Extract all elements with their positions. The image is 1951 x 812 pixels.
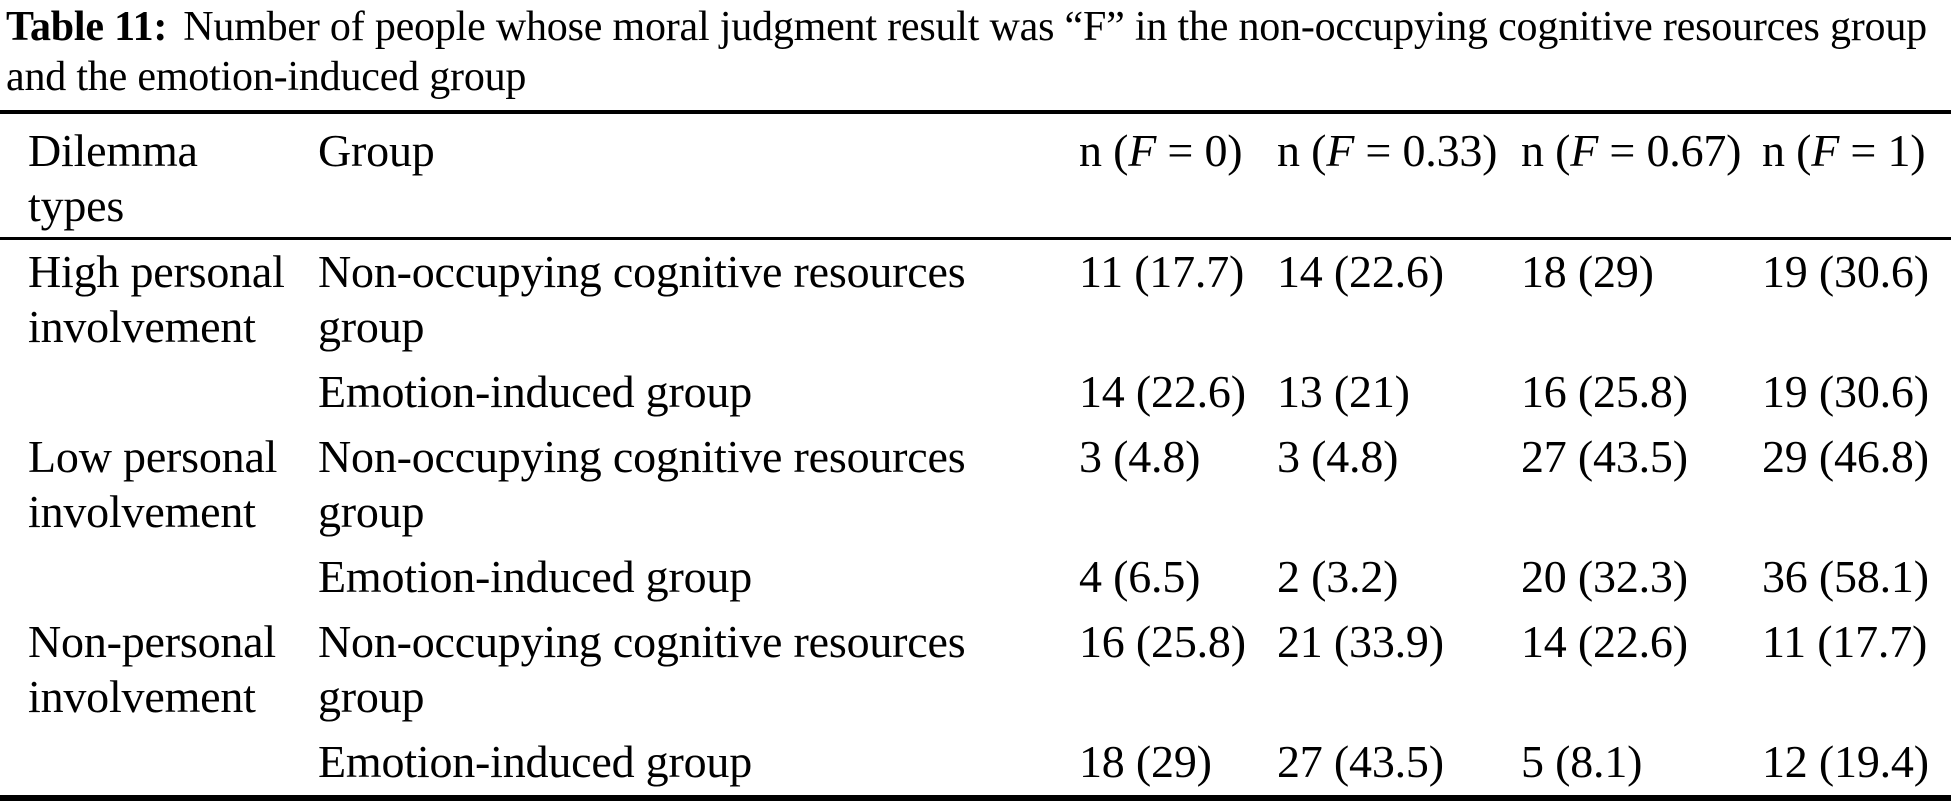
table-caption-text: Number of people whose moral judgment re… xyxy=(6,4,1927,100)
value-cell: 19 (30.6) xyxy=(1762,366,1929,417)
header-text-part: n ( xyxy=(1277,125,1327,176)
dilemma-cell: High personal involvement xyxy=(28,246,285,352)
value-cell: 14 (22.6) xyxy=(1521,616,1688,667)
header-group: Group xyxy=(318,125,435,176)
value-cell: 11 (17.7) xyxy=(1079,246,1245,297)
header-n-f033: n (F = 0.33) xyxy=(1277,112,1521,239)
group-cell: Emotion-induced group xyxy=(318,366,752,417)
value-cell: 3 (4.8) xyxy=(1277,431,1399,482)
group-cell: Emotion-induced group xyxy=(318,551,752,602)
header-n-f1: n (F = 1) xyxy=(1762,112,1951,239)
group-cell: Emotion-induced group xyxy=(318,736,752,787)
f-symbol: F xyxy=(1128,125,1157,176)
value-cell: 16 (25.8) xyxy=(1079,616,1246,667)
table-row: Emotion-induced group 4 (6.5) 2 (3.2) 20… xyxy=(0,545,1951,610)
group-cell: Non-occupying cognitive resources group xyxy=(318,246,966,352)
header-text-part: = 1) xyxy=(1839,125,1926,176)
table-caption: Table 11: Number of people whose moral ju… xyxy=(0,2,1951,102)
value-cell: 3 (4.8) xyxy=(1079,431,1201,482)
value-cell: 20 (32.3) xyxy=(1521,551,1688,602)
value-cell: 29 (46.8) xyxy=(1762,431,1929,482)
value-cell: 36 (58.1) xyxy=(1762,551,1929,602)
value-cell: 12 (19.4) xyxy=(1762,736,1929,787)
header-text-part: = 0.33) xyxy=(1354,125,1498,176)
header-text-part: = 0) xyxy=(1156,125,1243,176)
value-cell: 13 (21) xyxy=(1277,366,1410,417)
data-table: Dilemma types Group n (F = 0) n (F = 0.3… xyxy=(0,110,1951,801)
table-number-label: Table 11: xyxy=(6,4,168,50)
f-symbol: F xyxy=(1811,125,1840,176)
value-cell: 5 (8.1) xyxy=(1521,736,1643,787)
value-cell: 14 (22.6) xyxy=(1079,366,1246,417)
header-dilemma-types: Dilemma types xyxy=(28,125,198,231)
value-cell: 11 (17.7) xyxy=(1762,616,1928,667)
value-cell: 19 (30.6) xyxy=(1762,246,1929,297)
value-cell: 4 (6.5) xyxy=(1079,551,1201,602)
group-cell: Non-occupying cognitive resources group xyxy=(318,431,966,537)
value-cell: 27 (43.5) xyxy=(1277,736,1444,787)
table-row: Non-personal involvement Non-occupying c… xyxy=(0,610,1951,730)
table-row: Emotion-induced group 18 (29) 27 (43.5) … xyxy=(0,730,1951,798)
value-cell: 21 (33.9) xyxy=(1277,616,1444,667)
header-text-part: n ( xyxy=(1079,125,1129,176)
value-cell: 18 (29) xyxy=(1521,246,1654,297)
value-cell: 16 (25.8) xyxy=(1521,366,1688,417)
table-row: Emotion-induced group 14 (22.6) 13 (21) … xyxy=(0,360,1951,425)
value-cell: 14 (22.6) xyxy=(1277,246,1444,297)
header-row: Dilemma types Group n (F = 0) n (F = 0.3… xyxy=(0,112,1951,239)
f-symbol: F xyxy=(1326,125,1355,176)
f-symbol: F xyxy=(1570,125,1599,176)
value-cell: 27 (43.5) xyxy=(1521,431,1688,482)
value-cell: 2 (3.2) xyxy=(1277,551,1399,602)
table-row: Low personal involvement Non-occupying c… xyxy=(0,425,1951,545)
header-text-part: n ( xyxy=(1521,125,1571,176)
dilemma-cell: Non-personal involvement xyxy=(28,616,276,722)
header-n-f0: n (F = 0) xyxy=(1079,112,1277,239)
value-cell: 18 (29) xyxy=(1079,736,1212,787)
header-text-part: n ( xyxy=(1762,125,1812,176)
table-row: High personal involvement Non-occupying … xyxy=(0,239,1951,361)
header-n-f067: n (F = 0.67) xyxy=(1521,112,1762,239)
dilemma-cell: Low personal involvement xyxy=(28,431,278,537)
group-cell: Non-occupying cognitive resources group xyxy=(318,616,966,722)
header-text-part: = 0.67) xyxy=(1598,125,1742,176)
